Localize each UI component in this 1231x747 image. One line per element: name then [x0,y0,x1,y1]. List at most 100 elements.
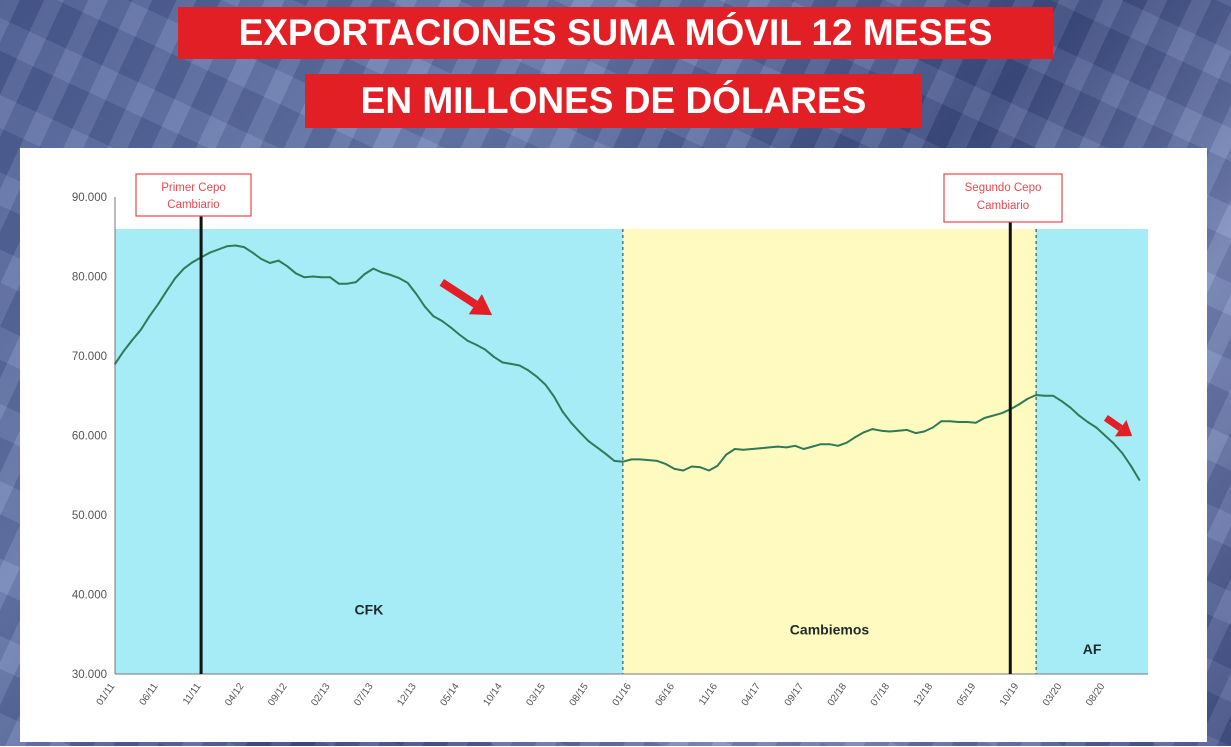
data-point [570,421,573,424]
data-point [647,459,650,461]
data-point [277,259,280,262]
segundo-cepo-line-1: Segundo Cepo [965,182,1042,194]
data-point [1026,398,1029,400]
data-point [312,275,314,278]
x-tick-label: 12/18 [912,681,936,708]
data-point [260,258,263,260]
arrow-shaft [1103,414,1123,432]
y-tick-label: 50.000 [72,510,107,522]
segundo-cepo-line-2: Cambiario [977,200,1029,212]
x-tick-label: 05/14 [438,681,462,708]
data-point [518,364,521,367]
data-point [544,383,547,386]
x-tick-label: 06/11 [138,681,161,708]
y-tick-label: 30.000 [72,669,107,681]
data-point [837,444,839,447]
data-point [1078,414,1080,417]
data-point [346,282,349,285]
zone-af [1036,229,1148,674]
title-line-2: EN MILLONES DE DÓLARES [305,74,922,128]
data-point [854,436,857,438]
data-point [553,395,555,398]
data-point [794,444,796,447]
y-tick-label: 90.000 [72,192,107,204]
data-point [699,466,702,469]
data-point [733,448,736,450]
data-point [165,289,168,292]
data-point [768,446,771,449]
x-tick-label: 07/18 [869,681,893,708]
x-tick-label: 07/13 [352,681,376,708]
data-point [303,276,306,279]
data-point [1121,452,1124,454]
x-tick-label: 08/20 [1084,681,1108,708]
data-point [845,441,848,444]
data-point [888,430,891,433]
data-point [226,245,228,248]
data-point [880,429,882,432]
data-point [535,375,538,378]
data-point [828,443,831,446]
data-point [776,445,779,448]
data-point [940,420,943,423]
data-point [622,460,624,463]
data-point [243,246,246,248]
data-point [234,244,237,247]
data-point [424,305,426,308]
exports-series-line [114,244,1141,481]
data-point [148,315,151,318]
x-tick-label: 12/13 [395,681,419,708]
data-point [432,315,435,318]
data-point [1018,403,1020,406]
event-lines [199,216,1012,674]
data-point [802,448,805,450]
data-point [690,465,693,468]
period-labels: CFK Cambiemos AF [355,601,1102,657]
y-axis: 30.000 40.000 50.000 60.000 70.000 80.000 90.0… [72,192,116,681]
data-point [1129,464,1132,467]
data-point [131,339,134,341]
x-tick-label: 01/16 [611,681,635,708]
x-tick-label: 10/14 [481,681,505,708]
x-tick-label: 08/15 [568,681,592,708]
x-tick-label: 01/11 [95,681,118,708]
data-point [183,267,185,270]
series-layer [114,244,1141,481]
data-point [673,468,676,470]
data-point [286,265,289,268]
data-point [1112,442,1115,445]
data-point [122,350,125,353]
data-point [355,281,357,283]
data-point [579,431,581,434]
data-point [974,421,977,424]
x-tick-label: 09/17 [783,681,807,708]
data-point [1095,426,1098,429]
data-point [114,363,116,365]
data-point [294,272,297,275]
data-point [949,420,951,423]
data-point [1138,479,1141,481]
data-point [820,443,822,446]
data-point [992,414,994,417]
period-label-af: AF [1083,641,1102,657]
x-tick-label: 04/12 [223,681,247,708]
x-tick-label: 06/16 [654,681,678,708]
data-point [966,421,969,423]
data-point [665,463,667,465]
period-zones [115,229,1148,674]
x-tick-label: 10/19 [998,681,1022,708]
data-point [587,440,590,442]
data-point [527,369,530,372]
primer-cepo-line-1: Primer Cepo [161,182,226,194]
x-tick-label: 04/17 [740,681,764,708]
data-point [484,348,487,351]
red-arrow-down-right-icon [439,279,493,316]
primer-cepo-line-2: Cambiario [167,199,219,211]
data-point [208,251,211,254]
x-tick-label: 09/12 [266,681,290,708]
data-point [406,282,409,284]
data-point [759,447,762,450]
data-point [1069,406,1072,409]
data-point [329,276,332,279]
data-point [398,277,400,279]
